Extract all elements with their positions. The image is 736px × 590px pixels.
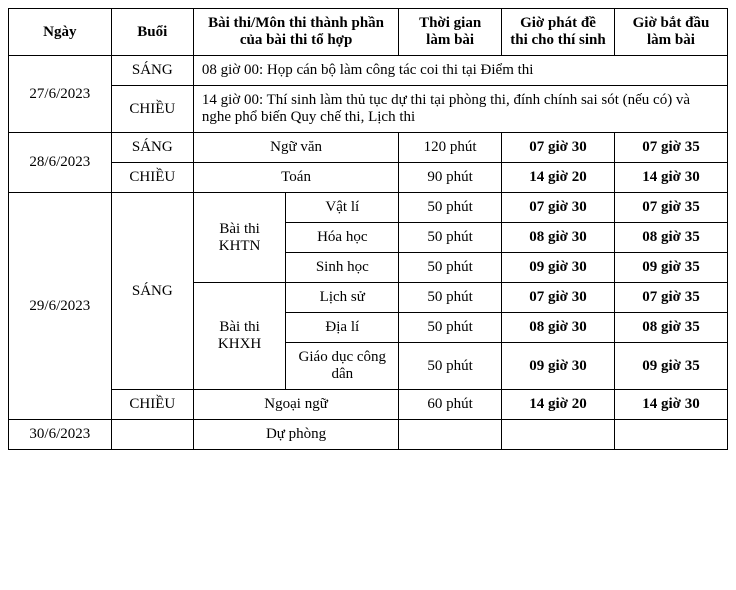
date-cell: 30/6/2023 [9, 420, 112, 450]
session-cell: SÁNG [111, 133, 193, 163]
subject-cell: Vật lí [286, 193, 399, 223]
note-cell: 08 giờ 00: Họp cán bộ làm công tác coi t… [193, 56, 727, 86]
session-cell [111, 420, 193, 450]
date-cell: 28/6/2023 [9, 133, 112, 193]
subject-cell: Giáo dục công dân [286, 343, 399, 390]
col-handout: Giờ phát đề thi cho thí sinh [501, 9, 614, 56]
start-cell: 08 giờ 35 [614, 223, 727, 253]
col-start: Giờ bắt đầu làm bài [614, 9, 727, 56]
session-cell: CHIỀU [111, 163, 193, 193]
handout-cell [501, 420, 614, 450]
session-cell: SÁNG [111, 56, 193, 86]
handout-cell: 07 giờ 30 [501, 133, 614, 163]
table-row: 30/6/2023 Dự phòng [9, 420, 728, 450]
duration-cell: 60 phút [399, 390, 502, 420]
subject-cell: Ngữ văn [193, 133, 398, 163]
session-cell: SÁNG [111, 193, 193, 390]
table-row: 27/6/2023 SÁNG 08 giờ 00: Họp cán bộ làm… [9, 56, 728, 86]
exam-schedule-table: Ngày Buổi Bài thi/Môn thi thành phần của… [8, 8, 728, 450]
handout-cell: 09 giờ 30 [501, 343, 614, 390]
table-row: 29/6/2023 SÁNG Bài thi KHTN Vật lí 50 ph… [9, 193, 728, 223]
handout-cell: 09 giờ 30 [501, 253, 614, 283]
duration-cell [399, 420, 502, 450]
handout-cell: 08 giờ 30 [501, 223, 614, 253]
start-cell: 07 giờ 35 [614, 283, 727, 313]
date-cell: 29/6/2023 [9, 193, 112, 420]
col-date: Ngày [9, 9, 112, 56]
start-cell: 07 giờ 35 [614, 133, 727, 163]
duration-cell: 50 phút [399, 223, 502, 253]
duration-cell: 50 phút [399, 313, 502, 343]
duration-cell: 90 phút [399, 163, 502, 193]
start-cell [614, 420, 727, 450]
start-cell: 07 giờ 35 [614, 193, 727, 223]
start-cell: 09 giờ 35 [614, 343, 727, 390]
date-cell: 27/6/2023 [9, 56, 112, 133]
table-row: CHIỀU Toán 90 phút 14 giờ 20 14 giờ 30 [9, 163, 728, 193]
handout-cell: 07 giờ 30 [501, 283, 614, 313]
col-subject: Bài thi/Môn thi thành phần của bài thi t… [193, 9, 398, 56]
duration-cell: 120 phút [399, 133, 502, 163]
table-row: CHIỀU Ngoại ngữ 60 phút 14 giờ 20 14 giờ… [9, 390, 728, 420]
session-cell: CHIỀU [111, 390, 193, 420]
handout-cell: 07 giờ 30 [501, 193, 614, 223]
duration-cell: 50 phút [399, 343, 502, 390]
session-cell: CHIỀU [111, 86, 193, 133]
duration-cell: 50 phút [399, 283, 502, 313]
handout-cell: 08 giờ 30 [501, 313, 614, 343]
start-cell: 14 giờ 30 [614, 390, 727, 420]
group-cell: Bài thi KHXH [193, 283, 285, 390]
handout-cell: 14 giờ 20 [501, 390, 614, 420]
start-cell: 09 giờ 35 [614, 253, 727, 283]
col-duration: Thời gian làm bài [399, 9, 502, 56]
subject-cell: Dự phòng [193, 420, 398, 450]
start-cell: 14 giờ 30 [614, 163, 727, 193]
subject-cell: Sinh học [286, 253, 399, 283]
handout-cell: 14 giờ 20 [501, 163, 614, 193]
subject-cell: Ngoại ngữ [193, 390, 398, 420]
start-cell: 08 giờ 35 [614, 313, 727, 343]
table-row: 28/6/2023 SÁNG Ngữ văn 120 phút 07 giờ 3… [9, 133, 728, 163]
subject-cell: Lịch sử [286, 283, 399, 313]
duration-cell: 50 phút [399, 193, 502, 223]
subject-cell: Hóa học [286, 223, 399, 253]
subject-cell: Toán [193, 163, 398, 193]
group-cell: Bài thi KHTN [193, 193, 285, 283]
note-cell: 14 giờ 00: Thí sinh làm thủ tục dự thi t… [193, 86, 727, 133]
subject-cell: Địa lí [286, 313, 399, 343]
header-row: Ngày Buổi Bài thi/Môn thi thành phần của… [9, 9, 728, 56]
duration-cell: 50 phút [399, 253, 502, 283]
table-row: CHIỀU 14 giờ 00: Thí sinh làm thủ tục dự… [9, 86, 728, 133]
col-session: Buổi [111, 9, 193, 56]
